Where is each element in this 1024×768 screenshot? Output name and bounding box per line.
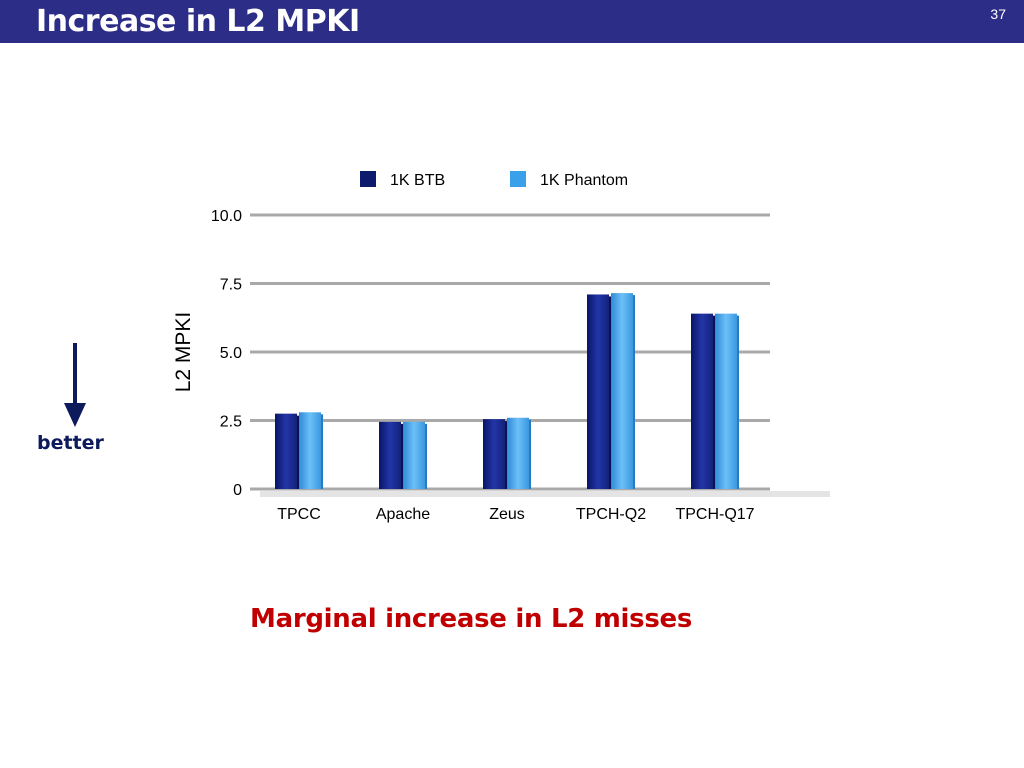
x-tick-label: TPCC bbox=[277, 506, 321, 523]
bar bbox=[379, 421, 403, 489]
legend-swatch bbox=[510, 171, 526, 187]
bar bbox=[611, 293, 635, 489]
legend-swatch bbox=[360, 171, 376, 187]
x-tick-label: TPCH-Q17 bbox=[675, 506, 754, 523]
gridline bbox=[250, 282, 770, 285]
bar bbox=[403, 421, 427, 489]
y-axis-label: L2 MPKI bbox=[172, 312, 195, 393]
x-tick-label: Apache bbox=[376, 506, 430, 523]
y-tick-label: 5.0 bbox=[220, 345, 242, 362]
title-bar: Increase in L2 MPKI 37 bbox=[0, 0, 1024, 43]
legend-label: 1K Phantom bbox=[540, 172, 628, 189]
slide-title: Increase in L2 MPKI bbox=[36, 4, 360, 39]
gridline bbox=[250, 350, 770, 354]
bar bbox=[507, 417, 531, 489]
x-tick-label: TPCH-Q2 bbox=[576, 506, 646, 523]
y-tick-label: 2.5 bbox=[220, 414, 242, 431]
floor-shadow bbox=[260, 491, 830, 497]
caption: Marginal increase in L2 misses bbox=[250, 604, 693, 634]
bar bbox=[275, 413, 299, 489]
bar bbox=[691, 313, 715, 489]
bar bbox=[587, 294, 611, 489]
y-tick-label: 0 bbox=[233, 482, 242, 499]
bar bbox=[483, 419, 507, 489]
y-tick-label: 10.0 bbox=[211, 208, 242, 225]
down-arrow-icon bbox=[64, 343, 86, 427]
gridline bbox=[250, 213, 770, 217]
bar bbox=[715, 313, 739, 489]
slide-number: 37 bbox=[990, 6, 1006, 22]
bar bbox=[299, 412, 323, 489]
bar-chart: 0 2.5 5.0 7.5 10.0 TPCC Apache Zeus TPCH-Q2 TPCH-… bbox=[172, 171, 830, 523]
y-tick-label: 7.5 bbox=[220, 277, 242, 294]
x-tick-label: Zeus bbox=[489, 506, 525, 523]
better-label: better bbox=[37, 432, 104, 454]
legend-label: 1K BTB bbox=[390, 172, 445, 189]
